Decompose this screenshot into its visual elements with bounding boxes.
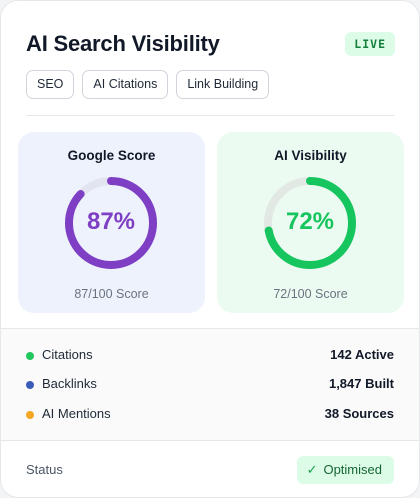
divider [26,115,394,116]
ai-visibility-label: AI Visibility [274,148,347,163]
metric-value: 1,847 Built [328,376,394,391]
google-score-caption: 87/100 Score [74,287,149,301]
status-badge-text: Optimised [323,462,382,477]
status-dot [26,411,34,419]
metric-backlinks: Backlinks 1,847 Built [26,375,394,395]
tag-link-building[interactable]: Link Building [176,70,270,99]
tag-list: SEO AI Citations Link Building [26,70,270,99]
metric-ai-mentions: AI Mentions 38 Sources [26,405,394,425]
metric-name: Citations [42,347,93,362]
google-score-ring: 87% [63,175,159,271]
card-header: AI Search Visibility LIVE [26,31,395,59]
status-dot [26,381,34,389]
status-dot [26,352,34,360]
tag-seo[interactable]: SEO [26,70,75,99]
google-score-panel: Google Score 87% 87/100 Score [18,132,205,313]
ai-visibility-caption: 72/100 Score [273,287,348,301]
metric-name: Backlinks [42,376,97,391]
check-icon: ✓ [306,462,318,477]
google-score-gauge [65,177,157,269]
status-badge: ✓ Optimised [296,456,394,484]
metrics-list: Citations 142 Active Backlinks 1,847 Bui… [1,328,419,441]
google-score-label: Google Score [67,148,156,163]
metric-value: 38 Sources [324,406,394,421]
google-score-value: 87% [86,208,136,235]
ai-visibility-ring: 72% [262,175,358,271]
ai-visibility-value: 72% [285,208,335,235]
ai-gauge-arc [264,177,356,269]
tag-ai-citations[interactable]: AI Citations [82,70,169,99]
metric-value: 142 Active [330,347,394,362]
metric-name: AI Mentions [42,406,111,421]
ai-visibility-panel: AI Visibility 72% 72/100 Score [217,132,404,313]
google-gauge-arc [65,177,157,269]
live-badge: LIVE [345,32,395,56]
card-title: AI Search Visibility [26,31,220,56]
ai-visibility-gauge [264,177,356,269]
status-row: Status ✓ Optimised [26,456,394,484]
metric-citations: Citations 142 Active [26,346,394,366]
status-label: Status [26,462,63,477]
